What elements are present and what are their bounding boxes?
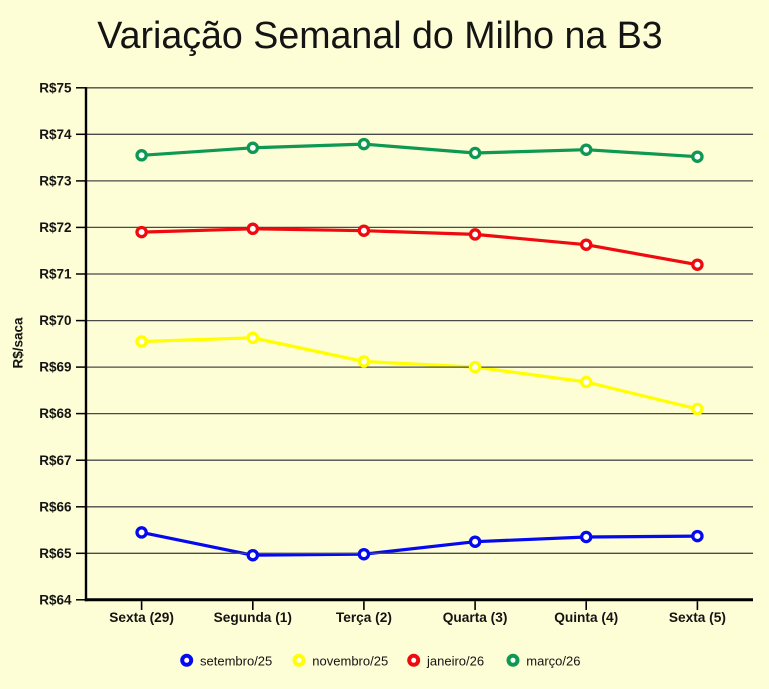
svg-text:Sexta (5): Sexta (5) bbox=[669, 610, 726, 625]
svg-text:R$71: R$71 bbox=[39, 267, 72, 282]
svg-text:R$68: R$68 bbox=[39, 406, 72, 421]
svg-text:R$69: R$69 bbox=[39, 360, 71, 375]
svg-text:R$66: R$66 bbox=[39, 499, 72, 514]
svg-text:R$65: R$65 bbox=[39, 546, 72, 561]
svg-text:R$74: R$74 bbox=[39, 127, 72, 142]
svg-text:setembro/25: setembro/25 bbox=[200, 653, 272, 668]
svg-text:R$/saca: R$/saca bbox=[11, 317, 26, 369]
svg-text:janeiro/26: janeiro/26 bbox=[426, 653, 484, 668]
svg-text:R$75: R$75 bbox=[39, 80, 72, 95]
svg-text:R$72: R$72 bbox=[39, 220, 71, 235]
svg-text:R$73: R$73 bbox=[39, 174, 72, 189]
svg-text:Segunda (1): Segunda (1) bbox=[214, 610, 292, 625]
svg-text:Terça (2): Terça (2) bbox=[336, 610, 392, 625]
svg-text:março/26: março/26 bbox=[526, 653, 580, 668]
svg-text:Quinta (4): Quinta (4) bbox=[554, 610, 618, 625]
svg-text:Quarta (3): Quarta (3) bbox=[443, 610, 508, 625]
svg-text:R$64: R$64 bbox=[39, 592, 72, 607]
svg-text:R$67: R$67 bbox=[39, 453, 71, 468]
svg-text:novembro/25: novembro/25 bbox=[312, 653, 388, 668]
svg-text:Variação Semanal do Milho na B: Variação Semanal do Milho na B3 bbox=[97, 14, 662, 56]
svg-text:R$70: R$70 bbox=[39, 313, 71, 328]
svg-text:Sexta (29): Sexta (29) bbox=[109, 610, 174, 625]
